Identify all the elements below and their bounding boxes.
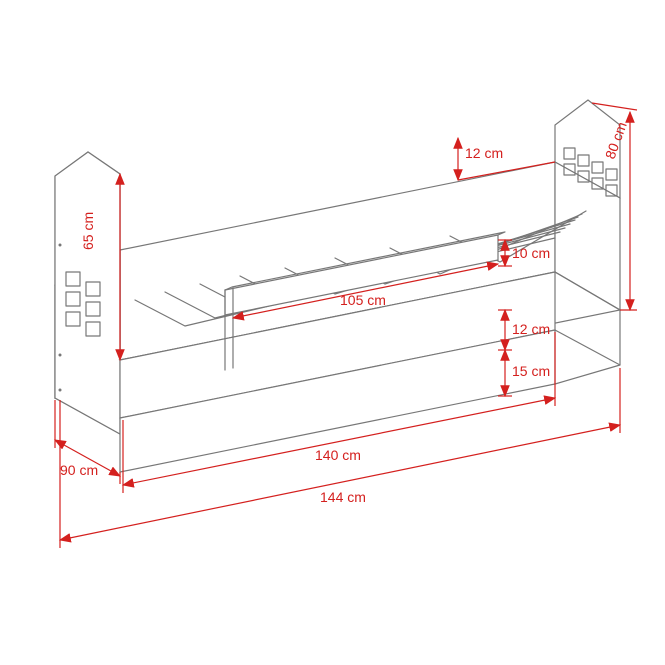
label-overall-length: 144 cm <box>320 489 366 505</box>
label-rail-gap: 12 cm <box>512 321 550 337</box>
label-rail-h: 10 cm <box>512 245 550 261</box>
bed-drawing <box>55 100 620 472</box>
label-inner-length: 140 cm <box>315 447 361 463</box>
label-drawer: 15 cm <box>512 363 550 379</box>
bed-dimension-diagram: 144 cm 140 cm 105 cm 90 cm 65 cm 80 cm 1… <box>0 0 665 665</box>
label-guard-rail: 105 cm <box>340 292 386 308</box>
label-width: 90 cm <box>60 462 98 478</box>
label-side-height: 65 cm <box>80 212 96 250</box>
label-top-gap: 12 cm <box>465 145 503 161</box>
